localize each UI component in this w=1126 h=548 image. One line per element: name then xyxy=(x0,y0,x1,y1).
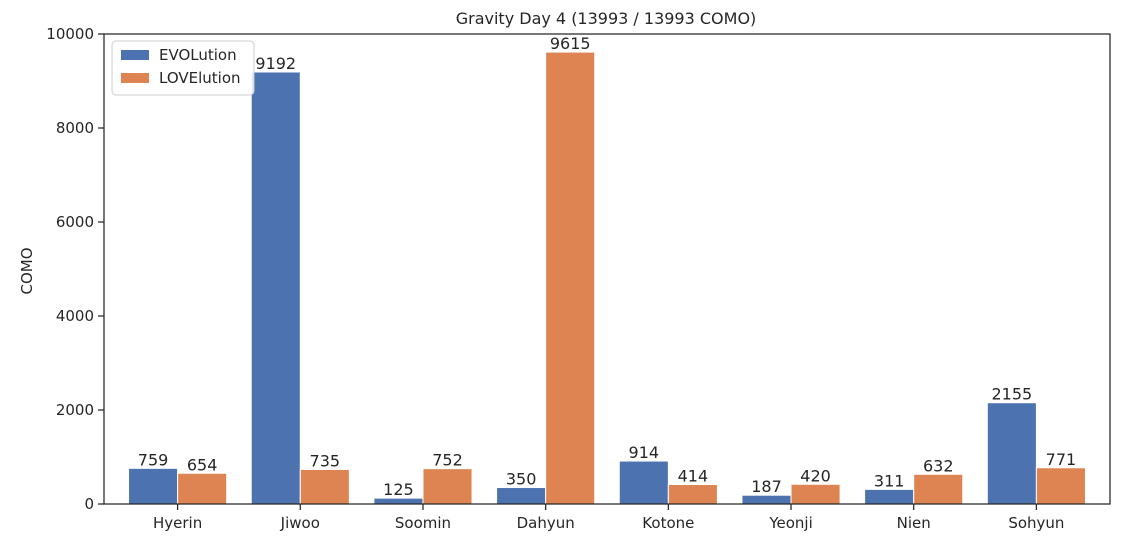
bar-evolution-hyerin xyxy=(128,467,179,505)
bar-lovelution-hyerin xyxy=(177,472,228,505)
data-label: 914 xyxy=(629,443,660,462)
bar-lovelution-kotone xyxy=(667,484,718,505)
data-label: 632 xyxy=(923,456,954,475)
data-label: 125 xyxy=(383,480,414,499)
y-tick-label: 0 xyxy=(84,495,94,513)
data-label: 735 xyxy=(310,451,341,470)
bar-lovelution-yeonji xyxy=(790,483,841,505)
x-tick-label: Jiwoo xyxy=(280,514,320,532)
bar-evolution-nien xyxy=(864,488,915,505)
x-tick-label: Sohyun xyxy=(1008,514,1064,532)
data-label: 9615 xyxy=(550,34,591,53)
x-tick-label: Yeonji xyxy=(768,514,812,532)
y-axis-title: COMO xyxy=(18,247,36,294)
y-tick-label: 2000 xyxy=(56,401,94,419)
x-tick-label: Soomin xyxy=(395,514,451,532)
x-tick-label: Kotone xyxy=(642,514,694,532)
y-tick-label: 10000 xyxy=(46,25,94,43)
plot-frame xyxy=(103,33,1111,505)
legend-label-evolution: EVOLution xyxy=(159,46,237,64)
data-label: 187 xyxy=(751,477,782,496)
data-label: 771 xyxy=(1046,450,1077,469)
data-label: 420 xyxy=(800,466,831,485)
x-tick-label: Dahyun xyxy=(517,514,575,532)
legend: EVOLution LOVElution xyxy=(111,40,255,96)
data-label: 9192 xyxy=(255,54,296,73)
chart-title: Gravity Day 4 (13993 / 13993 COMO) xyxy=(456,9,757,28)
bar-lovelution-soomin xyxy=(422,468,473,505)
data-label: 350 xyxy=(506,470,537,489)
axes-layer: 0 2000 4000 6000 8000 10000 Hyerin Jiwoo Soomin D… xyxy=(46,25,1111,532)
bar-evolution-kotone xyxy=(618,460,669,505)
data-label: 2155 xyxy=(991,385,1032,404)
bar-evolution-dahyun xyxy=(496,487,547,505)
bar-lovelution-dahyun xyxy=(545,51,596,505)
bar-evolution-yeonji xyxy=(741,494,792,505)
bar-lovelution-sohyun xyxy=(1035,467,1086,505)
bar-lovelution-jiwoo xyxy=(299,468,350,505)
legend-label-lovelution: LOVElution xyxy=(159,69,241,87)
data-label: 759 xyxy=(138,450,169,469)
x-tick-label: Hyerin xyxy=(153,514,202,532)
y-tick-label: 8000 xyxy=(56,119,94,137)
legend-swatch-lovelution xyxy=(121,73,149,83)
data-label: 654 xyxy=(187,455,218,474)
data-label: 414 xyxy=(678,467,709,486)
bars-layer xyxy=(128,51,1086,505)
bar-lovelution-nien xyxy=(913,473,964,505)
x-tick-label: Nien xyxy=(897,514,931,532)
y-tick-label: 6000 xyxy=(56,213,94,231)
bar-evolution-sohyun xyxy=(986,402,1037,505)
data-label: 311 xyxy=(874,471,905,490)
legend-swatch-evolution xyxy=(121,50,149,60)
y-tick-label: 4000 xyxy=(56,307,94,325)
bar-evolution-jiwoo xyxy=(250,71,301,505)
data-labels-layer: 759 654 9192 735 125 752 350 9615 914 414 187 420 31… xyxy=(138,34,1076,499)
data-label: 752 xyxy=(432,451,463,470)
